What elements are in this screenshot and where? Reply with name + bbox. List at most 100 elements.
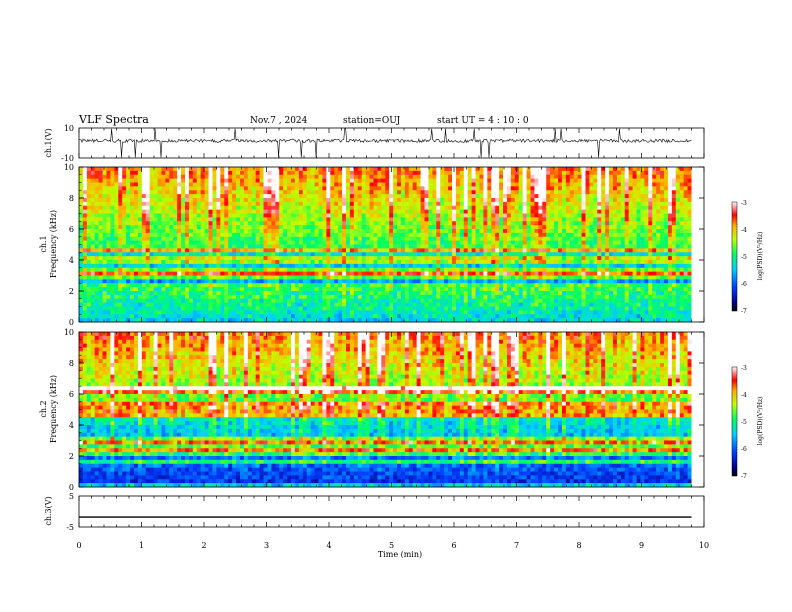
spectrogram-cell: [173, 271, 178, 276]
ch1-ytick-bottom: -10: [61, 154, 74, 163]
spectrogram-cell: [459, 201, 465, 207]
spectrogram-cell: [448, 194, 453, 199]
spectrogram-cell: [82, 248, 88, 253]
spectrogram-cell: [291, 263, 296, 269]
spectrogram-cell: [82, 267, 88, 273]
spectrogram-cell: [397, 256, 402, 261]
spectrogram-cell: [161, 240, 166, 245]
spectrogram-cell: [514, 256, 520, 261]
spectrogram-cell: [294, 190, 300, 195]
spectrogram-cell: [102, 287, 107, 292]
spectrogram-cell: [259, 287, 264, 292]
spectrogram-cell: [475, 263, 480, 269]
spectrogram-cell: [283, 252, 288, 257]
spectrogram-cell: [173, 275, 178, 280]
spectrogram-cell: [212, 260, 217, 265]
spectrogram-cell: [149, 167, 154, 172]
spectrogram-cell: [185, 201, 190, 207]
spectrogram-cell: [361, 170, 367, 176]
spectrogram-cell: [357, 306, 363, 311]
spectrogram-cell: [522, 306, 527, 311]
spectrogram-cell: [275, 240, 280, 245]
spectrogram-cell: [98, 263, 103, 269]
spectrogram-cell: [90, 263, 96, 269]
spectrogram-cell: [287, 260, 292, 265]
spectrogram-cell: [294, 260, 300, 265]
spectrogram-cell: [306, 306, 312, 311]
spectrogram-cell: [145, 256, 151, 261]
spectrogram-cell: [455, 186, 461, 191]
spectrogram-cell: [79, 291, 84, 296]
spectrogram-cell: [236, 271, 241, 276]
spectrogram-cell: [251, 310, 257, 315]
spectrogram-cell: [271, 279, 276, 284]
spectrogram-cell: [503, 229, 508, 234]
spectrogram-cell: [412, 213, 418, 218]
spectrogram-cell: [243, 232, 249, 238]
spectrogram-cell: [530, 291, 535, 296]
spectrogram-cell: [90, 182, 96, 187]
spectrogram-cell: [224, 271, 229, 276]
spectrogram-cell: [381, 244, 386, 249]
spectrogram-cell: [381, 302, 386, 307]
spectrogram-cell: [173, 182, 178, 187]
spectrogram-cell: [255, 271, 261, 276]
spectrogram-cell: [503, 205, 508, 211]
spectrogram-cell: [471, 174, 476, 180]
spectrogram-cell: [188, 263, 194, 269]
spectrogram-cell: [467, 186, 473, 191]
spectrogram-cell: [165, 248, 170, 253]
spectrogram-cell: [192, 248, 198, 253]
spectrogram-cell: [153, 283, 158, 288]
spectrogram-cell: [558, 170, 563, 176]
spectrogram-cell: [440, 217, 445, 222]
spectrogram-cell: [389, 275, 394, 280]
spectrogram-cell: [448, 244, 453, 249]
spectrogram-cell: [298, 232, 304, 238]
spectrogram-cell: [554, 275, 559, 280]
spectrogram-cell: [408, 221, 414, 226]
spectrogram-cell: [381, 186, 386, 191]
spectrogram-cell: [228, 194, 233, 199]
spectrogram-cell: [506, 182, 512, 187]
spectrogram-cell: [294, 302, 300, 307]
spectrogram-cell: [263, 240, 268, 245]
spectrogram-cell: [393, 260, 398, 265]
spectrogram-cell: [157, 182, 162, 187]
spectrogram-cell: [153, 248, 158, 253]
spectrogram-cell: [428, 279, 433, 284]
spectrogram-cell: [416, 236, 421, 242]
spectrogram-cell: [397, 263, 402, 269]
spectrogram-cell: [353, 174, 359, 180]
spectrogram-cell: [298, 178, 304, 183]
spectrogram-cell: [141, 256, 147, 261]
spectrogram-cell: [126, 221, 131, 226]
spectrogram-cell: [302, 302, 308, 307]
spectrogram-cell: [212, 263, 217, 269]
spectrogram-cell: [503, 279, 508, 284]
spectrogram-cell: [353, 318, 359, 323]
spectrogram-cell: [224, 248, 229, 253]
spectrogram-cell: [558, 186, 563, 191]
spectrogram-cell: [185, 170, 190, 176]
spectrogram-cell: [326, 229, 331, 234]
spectrogram-cell: [98, 287, 103, 292]
spectrogram-cell: [467, 198, 473, 203]
spectrogram-cell: [436, 291, 441, 296]
spectrogram-cell: [471, 209, 476, 214]
spectrogram-cell: [471, 229, 476, 234]
spectrogram-cell: [322, 232, 327, 238]
spectrogram-cell: [424, 178, 429, 183]
spectrogram-cell: [389, 205, 394, 211]
spectrogram-cell: [361, 217, 367, 222]
spectrogram-cell: [106, 271, 111, 276]
spectrogram-cell: [188, 194, 194, 199]
spectrogram-cell: [538, 167, 543, 172]
spectrogram-cell: [428, 267, 433, 273]
spectrogram-cell: [432, 190, 437, 195]
spectrogram-cell: [145, 318, 151, 323]
spectrogram-cell: [330, 236, 335, 242]
spectrogram-cell: [318, 294, 323, 300]
spectrogram-cell: [279, 240, 284, 245]
spectrogram-cell: [455, 252, 461, 257]
